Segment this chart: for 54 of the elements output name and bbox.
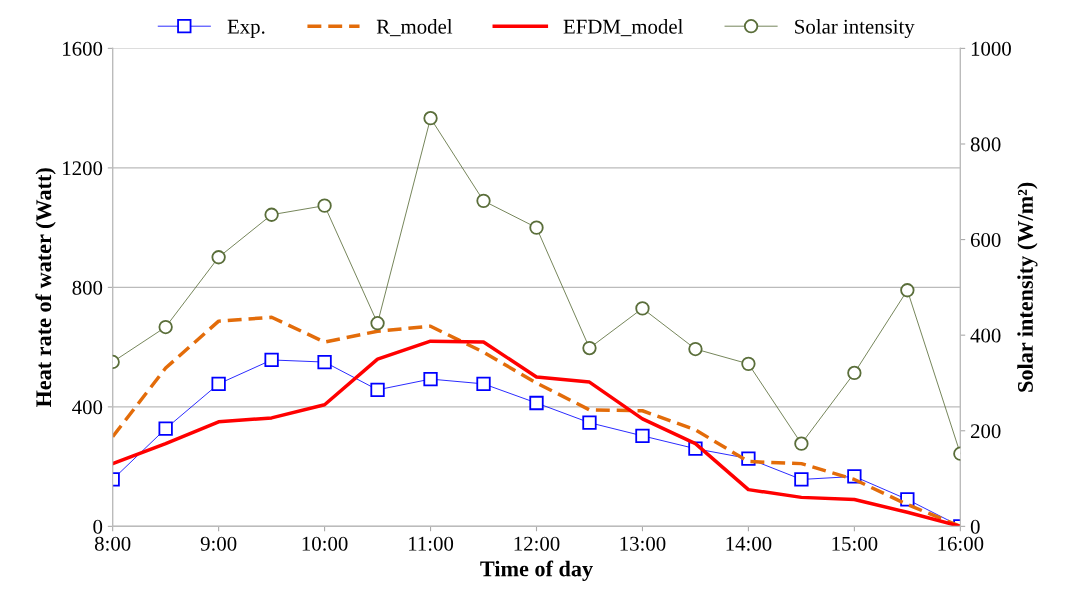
x-tick-label: 13:00 <box>620 536 666 551</box>
point <box>582 415 597 430</box>
x-tick-label: 8:00 <box>94 536 131 551</box>
x-axis-title: Time of day <box>480 560 593 581</box>
x-tick-label: 10:00 <box>302 536 348 551</box>
point <box>211 376 226 392</box>
point <box>529 395 544 411</box>
point <box>211 250 226 265</box>
point <box>476 193 491 209</box>
point <box>476 376 491 392</box>
y-tick-label: 800 <box>72 280 103 295</box>
point <box>635 301 650 316</box>
legend-label: R_model <box>376 19 453 37</box>
x-tick-label: 11:00 <box>409 536 454 551</box>
y-tick-label: 0 <box>93 519 103 534</box>
point <box>900 492 915 507</box>
y2-tick-label: 1000 <box>971 41 1011 56</box>
point <box>158 421 173 436</box>
point <box>794 436 809 451</box>
point <box>423 371 438 387</box>
y2-tick-label: 600 <box>970 232 1001 248</box>
point <box>688 341 703 357</box>
point <box>741 356 756 372</box>
point <box>264 207 279 222</box>
legend-label: Solar intensity <box>795 19 915 38</box>
point <box>264 352 279 368</box>
point <box>317 354 332 370</box>
x-tick-label: 15:00 <box>832 536 878 551</box>
point <box>529 220 544 235</box>
legend-label: EFDM_model <box>563 19 683 37</box>
x-tick-label: 14:00 <box>726 536 772 551</box>
point <box>582 340 597 356</box>
point <box>847 365 862 381</box>
point <box>370 382 385 397</box>
point <box>158 319 173 335</box>
y-tick-label: 400 <box>72 400 103 415</box>
y2-tick-label: 800 <box>970 137 1001 152</box>
point <box>317 198 332 213</box>
y-axis-title: Heat rate of water (Watt) <box>35 168 56 408</box>
x-tick-label: 9:00 <box>200 536 237 551</box>
y2-tick-label: 0 <box>970 519 980 534</box>
point <box>900 283 915 298</box>
point <box>370 316 385 331</box>
point <box>423 111 438 126</box>
y-tick-label: 1600 <box>63 41 103 56</box>
point <box>794 472 809 487</box>
y2-tick-label: 200 <box>970 424 1001 439</box>
x-tick-label: 12:00 <box>514 536 560 551</box>
y-tick-label: 1200 <box>63 161 103 176</box>
x-tick-label: 16:00 <box>938 536 984 551</box>
y2-tick-label: 400 <box>970 328 1001 343</box>
legend-label: Exp. <box>227 19 265 38</box>
y2-axis-title: Solar intensity (W/m²) <box>1017 182 1038 392</box>
point <box>635 428 650 443</box>
